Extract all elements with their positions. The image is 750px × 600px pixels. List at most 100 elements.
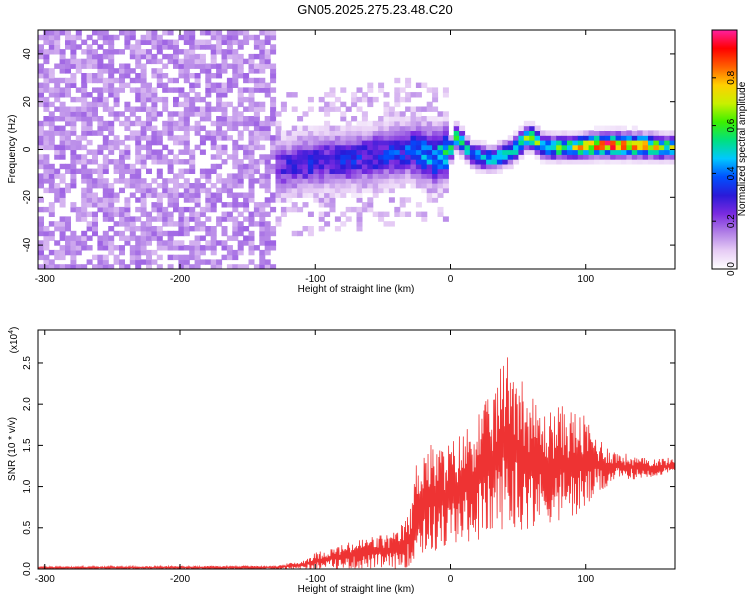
spectrogram-cell bbox=[92, 197, 98, 203]
spectrogram-cell bbox=[205, 173, 212, 179]
spectrogram-cell bbox=[405, 120, 412, 127]
spectrogram-cell bbox=[226, 245, 233, 251]
spectrogram-cell bbox=[199, 206, 206, 213]
spectrogram-cell bbox=[86, 202, 93, 208]
spectrogram-cell bbox=[237, 30, 244, 36]
spectrogram-cell bbox=[178, 63, 185, 69]
spectrogram-cell bbox=[399, 183, 406, 189]
spectrogram-cell bbox=[610, 159, 617, 165]
spectrogram-cell bbox=[540, 154, 546, 160]
spectrogram-cell bbox=[599, 125, 606, 131]
spectrogram-cell bbox=[313, 197, 320, 203]
spectrogram-cell bbox=[264, 92, 271, 98]
spectrogram-cell bbox=[194, 245, 201, 251]
spectrogram-cell bbox=[237, 211, 244, 217]
spectrogram-cell bbox=[124, 211, 131, 217]
spectrogram-cell bbox=[334, 192, 341, 198]
spectrogram-cell bbox=[221, 111, 228, 117]
spectrogram-cell bbox=[421, 144, 428, 151]
spectrogram-cell bbox=[167, 77, 174, 84]
spectrogram-cell bbox=[415, 111, 422, 117]
spectrogram-cell bbox=[194, 73, 201, 79]
spectrogram-cell bbox=[226, 183, 233, 189]
spectrogram-cell bbox=[415, 139, 422, 146]
spectrogram-cell bbox=[59, 92, 66, 98]
spectrogram-cell bbox=[334, 144, 341, 151]
spectrogram-cell bbox=[599, 154, 606, 160]
spectrogram-cell bbox=[297, 163, 304, 170]
spectrogram-cell bbox=[248, 96, 255, 103]
spectrogram-cell bbox=[388, 130, 395, 136]
spectrogram-cell bbox=[167, 111, 174, 117]
spectrogram-cell bbox=[243, 77, 250, 84]
spectrogram-cell bbox=[367, 163, 374, 170]
spectrogram-cell bbox=[307, 178, 314, 184]
spectrogram-cell bbox=[318, 183, 325, 189]
spectrogram-cell bbox=[156, 226, 163, 232]
spectrogram-cell bbox=[48, 125, 55, 131]
spectrogram-cell bbox=[567, 154, 573, 160]
spectrogram-cell bbox=[302, 183, 309, 189]
spectrogram-cell bbox=[221, 53, 228, 60]
spectrogram-cell bbox=[307, 211, 314, 217]
spectrogram-cell bbox=[194, 92, 201, 98]
spectrogram-cell bbox=[394, 206, 401, 213]
spectrogram-cell bbox=[92, 226, 98, 232]
spectrogram-cell bbox=[210, 139, 217, 146]
spectrogram-cell bbox=[75, 144, 82, 151]
spectrogram-cell bbox=[669, 135, 675, 141]
spectrogram-cell bbox=[146, 149, 152, 155]
spectrogram-cell bbox=[113, 111, 120, 117]
spectrogram-cell bbox=[421, 139, 428, 146]
spectrogram-cell bbox=[378, 168, 385, 174]
spectrogram-cell bbox=[146, 92, 152, 98]
spectrogram-cell bbox=[399, 202, 406, 208]
spectrogram-cell bbox=[135, 159, 142, 165]
spectrogram-cell bbox=[313, 173, 320, 179]
spectrogram-cell bbox=[275, 168, 282, 174]
spectrogram-cell bbox=[81, 82, 88, 88]
spectrogram-cell bbox=[275, 120, 282, 127]
spectrogram-cell bbox=[642, 154, 649, 160]
spectrogram-cell bbox=[210, 130, 217, 136]
spectrogram-cell bbox=[210, 197, 217, 203]
spectrogram-cell bbox=[194, 178, 201, 184]
spectrogram-cell bbox=[194, 183, 201, 189]
spectrogram-cell bbox=[453, 120, 460, 127]
spectrogram-cell bbox=[70, 202, 77, 208]
spectrogram-cell bbox=[81, 77, 88, 84]
spectrogram-cell bbox=[329, 144, 336, 151]
spectrogram-cell bbox=[426, 135, 433, 141]
spectrogram-cell bbox=[173, 206, 179, 213]
spectrogram-cell bbox=[329, 173, 336, 179]
spectrogram-cell bbox=[248, 245, 255, 251]
spectrogram-cell bbox=[297, 135, 304, 141]
spectrogram-cell bbox=[291, 92, 298, 98]
spectrogram-cell bbox=[491, 144, 498, 151]
spectrogram-cell bbox=[194, 226, 201, 232]
spectrogram-cell bbox=[318, 197, 325, 203]
spectrogram-cell bbox=[378, 211, 385, 217]
spectrogram-cell bbox=[151, 92, 158, 98]
spectrogram-cell bbox=[367, 178, 374, 184]
spectrogram-cell bbox=[75, 249, 82, 256]
spectrogram-cell bbox=[248, 92, 255, 98]
spectrogram-cell bbox=[248, 183, 255, 189]
spectrogram-cell bbox=[464, 154, 471, 160]
spectrogram-cell bbox=[383, 130, 390, 136]
spectrogram-cell bbox=[102, 178, 109, 184]
spectrogram-cell bbox=[81, 120, 88, 127]
spectrogram-cell bbox=[356, 159, 363, 165]
spectrogram-cell bbox=[270, 135, 277, 141]
spectrogram-cell bbox=[232, 230, 239, 237]
spectrogram-cell bbox=[280, 183, 287, 189]
spectrogram-cell bbox=[491, 149, 498, 155]
spectrogram-cell bbox=[588, 149, 595, 155]
spectrogram-cell bbox=[426, 168, 433, 174]
spectrogram-cell bbox=[513, 144, 520, 151]
spectrogram-cell bbox=[146, 192, 152, 198]
snr-x-label: Height of straight line (km) bbox=[298, 584, 415, 595]
spectrogram-cell bbox=[86, 235, 93, 241]
spectrogram-cell bbox=[226, 211, 233, 217]
